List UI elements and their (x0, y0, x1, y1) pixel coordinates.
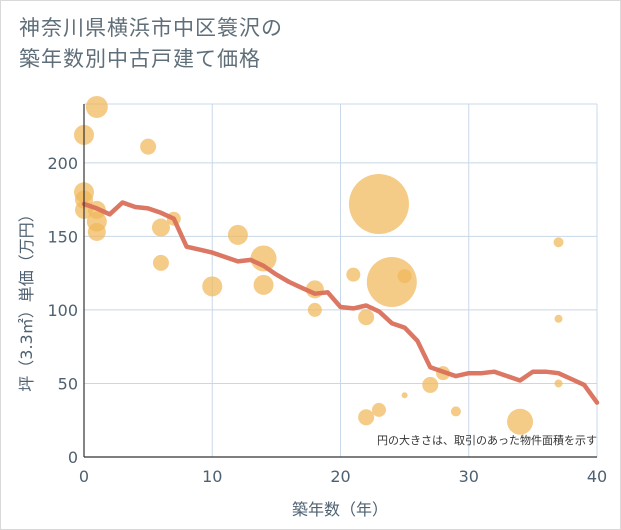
x-tick-label: 0 (79, 467, 89, 486)
y-tick-label: 150 (47, 227, 78, 246)
bubble-point (346, 267, 361, 282)
axes (83, 104, 597, 458)
bubble-point (554, 379, 563, 388)
bubble-point (507, 408, 534, 435)
y-tick-label: 100 (47, 301, 78, 320)
y-tick-label: 50 (58, 374, 78, 393)
tick-labels: 0 10 20 30 40 0 50 100 150 200 (47, 154, 607, 486)
y-tick-label: 200 (47, 154, 78, 173)
bubble-point (202, 276, 223, 297)
bubble-point (422, 376, 439, 393)
chart-title-line-1: 神奈川県横浜市中区簑沢の (19, 16, 283, 40)
bubble-point (152, 254, 169, 271)
bubble-point (554, 314, 563, 323)
chart-title-line-2: 築年数別中古戸建て価格 (19, 47, 261, 71)
chart-title: 神奈川県横浜市中区簑沢の 築年数別中古戸建て価格 (19, 13, 439, 75)
bubble-point (401, 392, 408, 399)
average-price-line (81, 200, 600, 405)
bubble-point (348, 174, 409, 235)
bubble-point (450, 406, 461, 417)
y-axis-label: 坪（3.3㎡）単価（万円） (17, 206, 36, 391)
x-tick-label: 10 (202, 467, 222, 486)
bubble-point (371, 402, 386, 417)
x-tick-label: 20 (330, 467, 350, 486)
bubble-point (85, 95, 108, 118)
bubble-point (87, 222, 106, 241)
bubble-point (553, 237, 564, 248)
bubble-point (358, 309, 375, 326)
grid-lines (84, 103, 598, 457)
bubble-point (227, 224, 248, 245)
trend-line-series (81, 200, 600, 405)
bubble-point (140, 138, 157, 155)
x-tick-label: 30 (459, 467, 479, 486)
bubble-point (366, 256, 417, 307)
bubble-point (358, 409, 375, 426)
size-legend-note: 円の大きさは、取引のあった物件面積を示す (377, 433, 597, 447)
x-tick-label: 40 (587, 467, 607, 486)
x-axis-label: 築年数（年） (292, 500, 388, 519)
bubble-point (253, 274, 274, 295)
y-tick-label: 0 (68, 448, 78, 467)
bubble-point (151, 218, 170, 237)
bubble-point (307, 302, 322, 317)
bubble-point (397, 269, 412, 284)
